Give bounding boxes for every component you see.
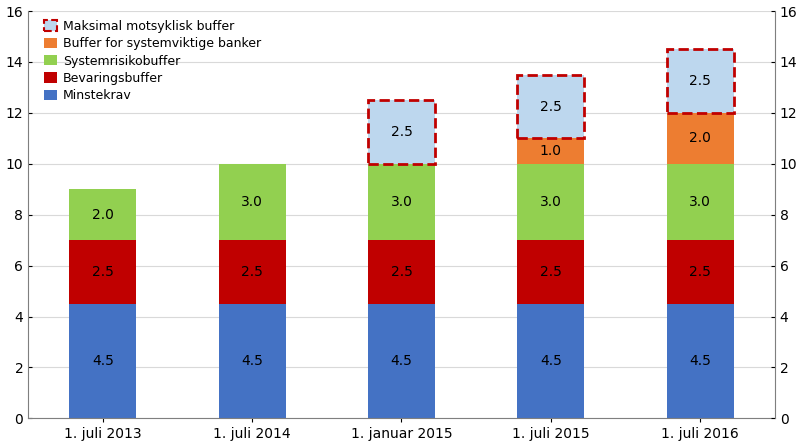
Text: 4.5: 4.5: [241, 354, 263, 368]
Bar: [367, 100, 435, 164]
Bar: [516, 240, 584, 304]
Text: 3.0: 3.0: [688, 195, 711, 209]
Text: 2.5: 2.5: [91, 265, 114, 279]
Bar: [69, 304, 136, 418]
Text: 2.0: 2.0: [91, 208, 114, 222]
Text: 1.0: 1.0: [539, 144, 561, 158]
Bar: [218, 164, 286, 240]
Text: 3.0: 3.0: [539, 195, 561, 209]
Bar: [666, 113, 733, 164]
Bar: [218, 240, 286, 304]
Bar: [516, 304, 584, 418]
Text: 2.5: 2.5: [539, 100, 561, 114]
Text: 4.5: 4.5: [91, 354, 114, 368]
Bar: [666, 304, 733, 418]
Text: 2.5: 2.5: [688, 74, 711, 88]
Text: 4.5: 4.5: [688, 354, 711, 368]
Text: 2.0: 2.0: [688, 131, 711, 145]
Text: 3.0: 3.0: [241, 195, 263, 209]
Bar: [367, 240, 435, 304]
Bar: [69, 189, 136, 240]
Bar: [367, 100, 435, 164]
Legend: Maksimal motsyklisk buffer, Buffer for systemviktige banker, Systemrisikobuffer,: Maksimal motsyklisk buffer, Buffer for s…: [42, 17, 263, 105]
Bar: [516, 139, 584, 164]
Bar: [367, 304, 435, 418]
Text: 4.5: 4.5: [539, 354, 561, 368]
Text: 2.5: 2.5: [390, 265, 412, 279]
Text: 4.5: 4.5: [390, 354, 412, 368]
Bar: [516, 75, 584, 139]
Bar: [666, 164, 733, 240]
Bar: [69, 240, 136, 304]
Text: 3.0: 3.0: [390, 195, 412, 209]
Bar: [666, 49, 733, 113]
Bar: [516, 75, 584, 139]
Text: 2.5: 2.5: [390, 125, 412, 139]
Bar: [516, 164, 584, 240]
Bar: [218, 304, 286, 418]
Text: 2.5: 2.5: [539, 265, 561, 279]
Text: 2.5: 2.5: [241, 265, 263, 279]
Text: 2.5: 2.5: [688, 265, 711, 279]
Bar: [666, 240, 733, 304]
Bar: [367, 164, 435, 240]
Bar: [666, 49, 733, 113]
